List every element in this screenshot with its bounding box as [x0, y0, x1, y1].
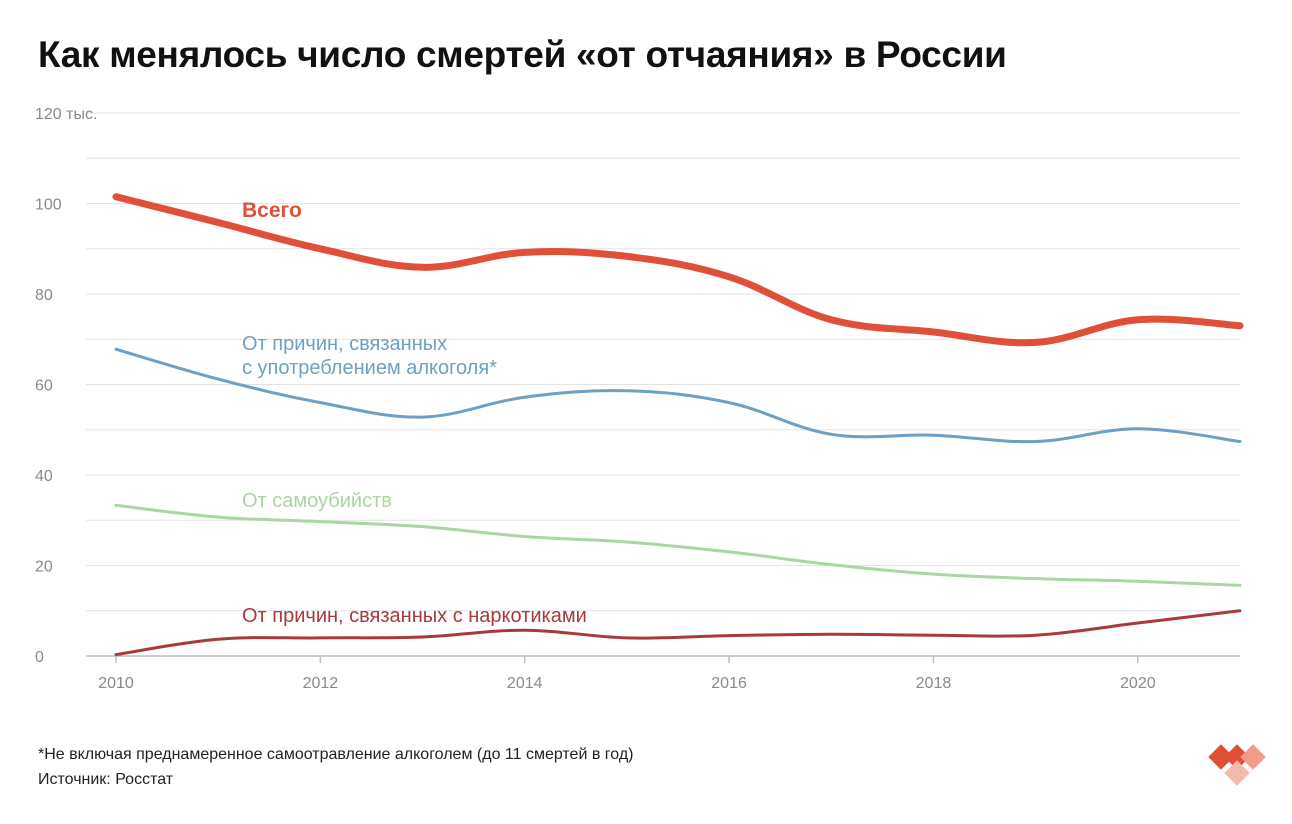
footnote-note: *Не включая преднамеренное самоотравлени…: [38, 746, 634, 763]
logo-square-bottom: [1224, 760, 1250, 786]
x-tick-label-2012: 2012: [303, 675, 339, 692]
y-tick-label-60: 60: [35, 378, 53, 395]
chart-title: Как менялось число смертей «от отчаяния»…: [38, 34, 1007, 75]
series-line-drugs: [114, 609, 1242, 657]
x-tick-label-2018: 2018: [916, 675, 952, 692]
series-label-drugs: От причин, связанных с наркотиками: [242, 605, 587, 627]
x-tick-label-2016: 2016: [711, 675, 747, 692]
x-tick-label-2014: 2014: [507, 675, 543, 692]
series-line-suicide: [114, 503, 1242, 587]
series-label-total: Всего: [242, 199, 302, 222]
x-axis: 2010 2012 2014 2016 2018 2020: [86, 655, 1240, 692]
x-tick-label-2020: 2020: [1120, 675, 1156, 692]
y-tick-label-0: 0: [35, 649, 44, 666]
y-tick-label-100: 100: [35, 197, 62, 214]
y-tick-label-40: 40: [35, 468, 53, 485]
series-line-alcohol: [114, 347, 1242, 444]
series-label-suicide: От самоубийств: [242, 490, 392, 512]
series-label-alcohol-line-1: От причин, связанных: [242, 333, 447, 355]
y-axis-tick-labels: 0 20 40 60 80 100 120 тыс.: [35, 106, 97, 666]
x-tick-label-2010: 2010: [98, 675, 134, 692]
y-tick-label-20: 20: [35, 559, 53, 576]
y-tick-label-120: 120 тыс.: [35, 106, 97, 123]
footnote-source: Источник: Росстат: [38, 771, 174, 788]
logo-square-right: [1240, 744, 1266, 770]
y-tick-label-80: 80: [35, 287, 53, 304]
publisher-logo: [1208, 744, 1266, 786]
series-line-total: [112, 193, 1244, 347]
series-lines: [112, 193, 1244, 657]
series-label-alcohol-line-2: с употреблением алкоголя*: [242, 357, 497, 379]
